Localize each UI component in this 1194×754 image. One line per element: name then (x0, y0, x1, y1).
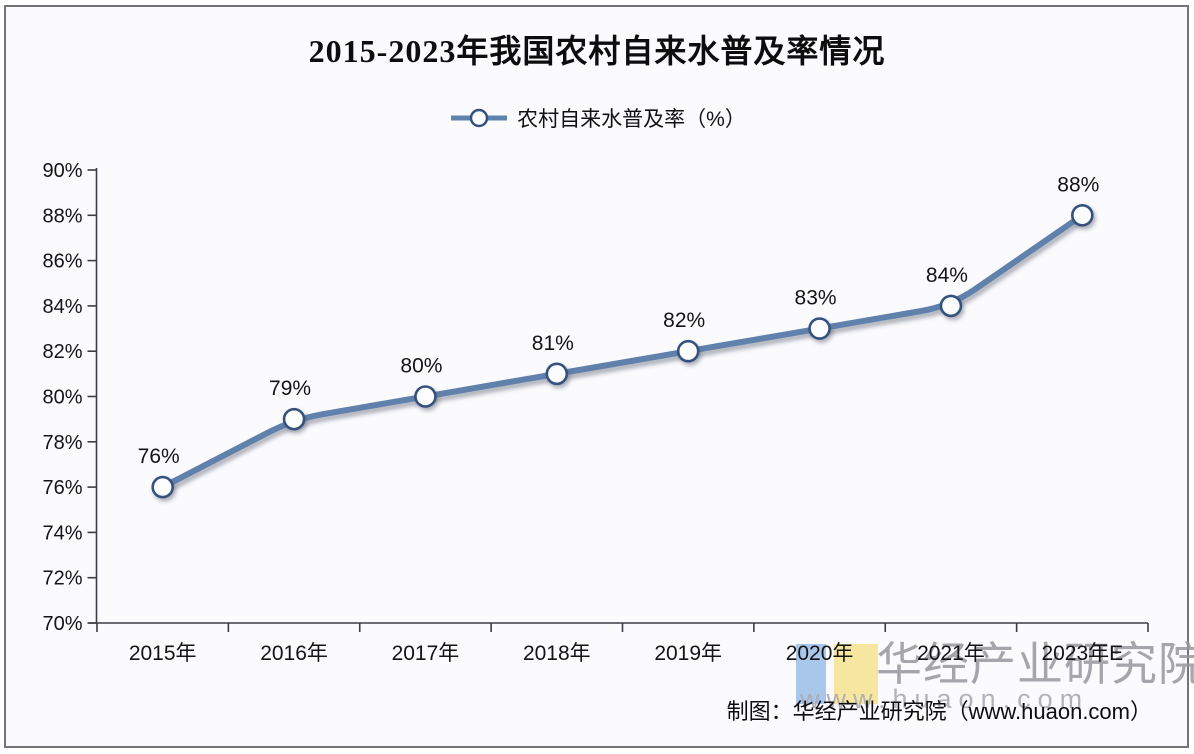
data-point-marker (939, 294, 963, 318)
data-point-label: 81% (532, 332, 574, 355)
chart-title: 2015-2023年我国农村自来水普及率情况 (308, 33, 886, 69)
chart-frame (4, 5, 1189, 748)
y-tick-label: 74% (42, 522, 82, 544)
x-tick-label: 2019年 (654, 642, 722, 665)
y-tick-label: 82% (42, 341, 82, 363)
x-tick-label: 2023年E (1041, 642, 1123, 665)
legend-line-marker-icon (451, 108, 508, 128)
data-point-marker (545, 362, 569, 386)
watermark-url-text: www.huaon.com (800, 684, 1090, 714)
y-tick-label: 88% (42, 205, 82, 227)
y-tick-label: 78% (42, 432, 82, 454)
data-point-label: 76% (138, 445, 180, 468)
y-tick-label: 76% (42, 477, 82, 499)
data-point-label: 80% (400, 355, 442, 378)
data-point-label: 79% (269, 377, 311, 400)
data-point-label: 88% (1057, 173, 1099, 196)
y-tick-label: 90% (42, 160, 82, 182)
source-caption: 制图：华经产业研究院（www.huaon.com） (726, 699, 1152, 724)
x-tick-label: 2020年 (786, 642, 854, 665)
x-tick-label: 2015年 (129, 642, 197, 665)
legend-label: 农村自来水普及率（%） (517, 108, 746, 131)
x-tick-label: 2017年 (392, 642, 460, 665)
data-point-label: 83% (795, 287, 837, 310)
y-tick-label: 70% (42, 613, 82, 635)
series-line (159, 212, 1086, 491)
data-point-marker (282, 407, 306, 431)
data-point-label: 84% (926, 264, 968, 287)
data-point-label: 82% (663, 309, 705, 332)
y-tick-label: 86% (42, 251, 82, 273)
legend: 农村自来水普及率（%） (0, 103, 1194, 133)
y-tick-label: 72% (42, 568, 82, 590)
x-tick-label: 2016年 (260, 642, 328, 665)
x-tick-label: 2021年 (917, 642, 985, 665)
data-point-marker (151, 475, 174, 499)
data-point-marker (808, 317, 831, 340)
data-point-marker (1071, 204, 1094, 227)
x-tick-label: 2018年 (523, 642, 591, 665)
watermark-brand-text: 华经产业研究院 (876, 638, 1194, 690)
data-point-marker (676, 339, 700, 363)
watermark-bar-yellow-icon (834, 644, 878, 704)
watermark-bar-blue-icon (796, 644, 826, 704)
y-tick-label: 84% (42, 296, 82, 318)
y-tick-label: 80% (42, 387, 82, 409)
data-point-marker (414, 385, 437, 408)
